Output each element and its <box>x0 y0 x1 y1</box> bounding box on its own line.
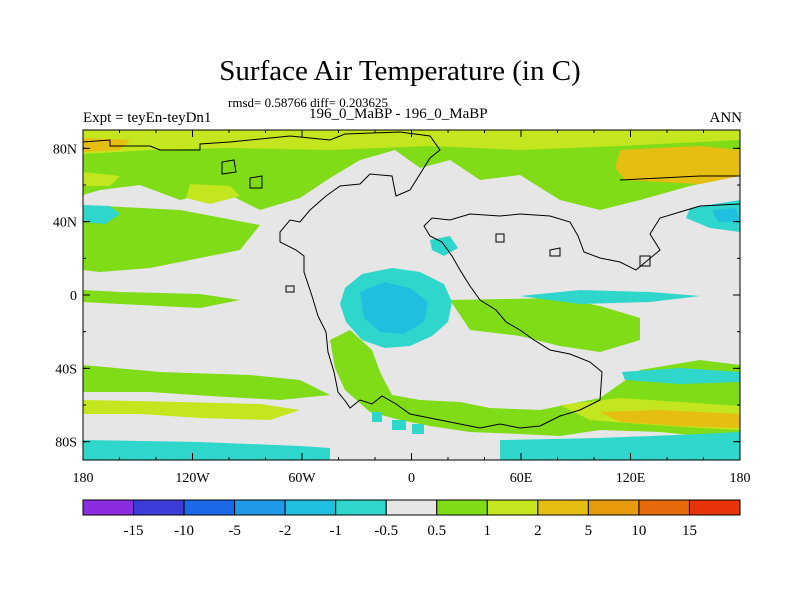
y-tick-label: 40S <box>55 362 77 377</box>
colorbar-label: -15 <box>124 523 144 539</box>
y-tick-label: 0 <box>70 289 77 304</box>
colorbar-label: 5 <box>585 523 593 539</box>
colorbar-swatch <box>537 499 589 516</box>
colorbar-label: -0.5 <box>374 523 398 539</box>
colorbar-swatch <box>587 499 640 516</box>
experiment-label: Expt = teyEn-teyDn1 <box>83 110 212 126</box>
colorbar-label: 1 <box>484 523 492 539</box>
x-tick-label: 120W <box>175 471 210 486</box>
colorbar-swatch <box>133 499 185 516</box>
colorbar-swatch <box>335 499 387 516</box>
colorbar: -15 -10 -5 -2 -1 -0.5 0.5 1 2 5 10 15 <box>82 499 741 539</box>
x-tick-label: 120E <box>616 471 646 486</box>
map-axes: 180 120W 60W 0 60E 120E 180 80N 40N 0 40S 80S <box>53 130 751 486</box>
colorbar-swatch <box>688 499 741 516</box>
colorbar-label: 2 <box>534 523 542 539</box>
plot-title: Surface Air Temperature (in C) <box>219 55 581 87</box>
colorbar-label: 10 <box>631 523 646 539</box>
colorbar-label: -1 <box>329 523 342 539</box>
y-tick-label: 40N <box>53 216 77 231</box>
colorbar-swatch <box>183 499 236 516</box>
continent-outlines <box>83 131 740 429</box>
colorbar-swatch <box>436 499 488 516</box>
x-tick-label: 60W <box>288 471 316 486</box>
colorbar-swatch <box>82 499 135 516</box>
colorbar-label: 15 <box>682 523 697 539</box>
colorbar-swatch <box>638 499 690 516</box>
temperature-field <box>83 130 740 460</box>
colorbar-swatch <box>284 499 337 516</box>
colorbar-swatch <box>486 499 539 516</box>
x-tick-label: 60E <box>510 471 533 486</box>
colorbar-label: -2 <box>279 523 292 539</box>
colorbar-label: -10 <box>174 523 194 539</box>
colorbar-swatch <box>234 499 286 516</box>
colorbar-label: 0.5 <box>427 523 446 539</box>
colorbar-swatch <box>385 499 438 516</box>
y-tick-label: 80N <box>53 142 77 157</box>
season-label: ANN <box>709 110 743 126</box>
colorbar-label: -5 <box>228 523 241 539</box>
x-tick-label: 0 <box>408 471 415 486</box>
y-tick-label: 80S <box>55 436 77 451</box>
period-label: 196_0_MaBP - 196_0_MaBP <box>309 106 488 122</box>
x-tick-label: 180 <box>73 471 94 486</box>
x-tick-label: 180 <box>730 471 751 486</box>
statistics-line: rmsd= 0.58766 diff= 0.203625 <box>228 95 388 110</box>
